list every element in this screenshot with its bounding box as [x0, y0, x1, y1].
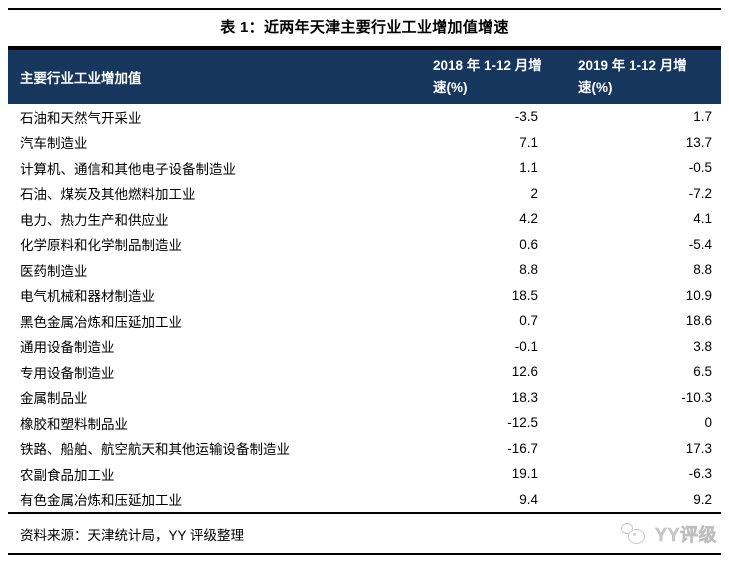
industry-cell: 汽车制造业 — [20, 136, 88, 152]
table-row: 黑色金属冶炼和压延加工业 0.7 18.6 — [8, 308, 721, 334]
growth-2019-cell: 1.7 — [693, 109, 712, 125]
growth-2018-cell: 8.8 — [519, 262, 538, 278]
industry-cell: 黑色金属冶炼和压延加工业 — [20, 314, 182, 330]
table-row: 橡胶和塑料制品业 -12.5 0 — [8, 410, 721, 436]
growth-2018-cell: -16.7 — [507, 440, 538, 456]
growth-2018-cell: -0.1 — [514, 338, 538, 354]
growth-2018-cell: 18.3 — [511, 389, 538, 405]
growth-2018-cell: 19.1 — [511, 466, 538, 482]
table-row: 医药制造业 8.8 8.8 — [8, 257, 721, 283]
source-note: 资料来源：天津统计局，YY 评级整理 — [20, 527, 245, 543]
growth-2019-cell: 17.3 — [685, 440, 712, 456]
column-header-2018-label: 2018 年 1-12 月增速(%) — [433, 58, 542, 95]
growth-2019-cell: 9.2 — [693, 491, 712, 507]
growth-2019-cell: -10.3 — [681, 389, 712, 405]
industry-cell: 铁路、船舶、航空航天和其他运输设备制造业 — [20, 442, 290, 458]
industry-cell: 农副食品加工业 — [20, 467, 115, 483]
table-row: 铁路、船舶、航空航天和其他运输设备制造业 -16.7 17.3 — [8, 436, 721, 462]
growth-2019-cell: -5.4 — [688, 236, 712, 252]
table-header-row: 主要行业工业增加值 2018 年 1-12 月增速(%) 2019 年 1-12… — [8, 46, 721, 104]
industry-growth-table: 主要行业工业增加值 2018 年 1-12 月增速(%) 2019 年 1-12… — [8, 46, 721, 514]
table-row: 电力、热力生产和供应业 4.2 4.1 — [8, 206, 721, 232]
growth-2018-cell: 12.6 — [511, 364, 538, 380]
yy-logo-text: YY评级 — [654, 524, 717, 545]
industry-cell: 橡胶和塑料制品业 — [20, 416, 128, 432]
column-header-2019-label: 2019 年 1-12 月增速(%) — [578, 58, 687, 95]
growth-2019-cell: 0 — [704, 415, 712, 431]
table-row: 专用设备制造业 12.6 6.5 — [8, 359, 721, 385]
growth-2018-cell: 4.2 — [519, 211, 538, 227]
growth-2019-cell: 3.8 — [693, 338, 712, 354]
growth-2018-cell: 0.6 — [519, 236, 538, 252]
table-row: 通用设备制造业 -0.1 3.8 — [8, 334, 721, 360]
yy-logo-icon — [620, 522, 650, 546]
table-footer: 资料来源：天津统计局，YY 评级整理 YY评级 — [8, 514, 721, 553]
column-header-industry: 主要行业工业增加值 — [20, 71, 142, 86]
table-row: 电气机械和器材制造业 18.5 10.9 — [8, 283, 721, 309]
table-row: 农副食品加工业 19.1 -6.3 — [8, 461, 721, 487]
growth-2019-cell: 6.5 — [693, 364, 712, 380]
top-rule — [8, 8, 721, 10]
industry-cell: 专用设备制造业 — [20, 365, 115, 381]
growth-2019-cell: 4.1 — [693, 211, 712, 227]
column-header-2019: 2019 年 1-12 月增速(%) — [578, 50, 721, 104]
table-row: 计算机、通信和其他电子设备制造业 1.1 -0.5 — [8, 155, 721, 181]
industry-cell: 化学原料和化学制品制造业 — [20, 238, 182, 254]
table-body: 石油和天然气开采业 -3.5 1.7 汽车制造业 7.1 13.7 计算机、通信和其他电子设… — [8, 104, 721, 514]
growth-2018-cell: -3.5 — [514, 109, 538, 125]
growth-2018-cell: 1.1 — [519, 160, 538, 176]
industry-cell: 通用设备制造业 — [20, 340, 115, 356]
growth-2018-cell: 7.1 — [519, 134, 538, 150]
table-row: 石油和天然气开采业 -3.5 1.7 — [8, 104, 721, 130]
industry-cell: 电力、热力生产和供应业 — [20, 212, 169, 228]
yy-rating-logo: YY评级 — [620, 521, 721, 547]
table-title: 表 1：近两年天津主要行业工业增加值增速 — [220, 19, 509, 36]
column-header-2018: 2018 年 1-12 月增速(%) — [433, 50, 578, 104]
growth-2018-cell: -12.5 — [507, 415, 538, 431]
growth-2019-cell: -6.3 — [688, 466, 712, 482]
table-row: 化学原料和化学制品制造业 0.6 -5.4 — [8, 232, 721, 258]
growth-2018-cell: 2 — [530, 185, 538, 201]
industry-cell: 石油和天然气开采业 — [20, 110, 142, 126]
industry-cell: 有色金属冶炼和压延加工业 — [20, 493, 182, 509]
table-row: 金属制品业 18.3 -10.3 — [8, 385, 721, 411]
growth-2018-cell: 9.4 — [519, 491, 538, 507]
growth-2019-cell: 8.8 — [693, 262, 712, 278]
growth-2019-cell: 18.6 — [685, 313, 712, 329]
industry-cell: 石油、煤炭及其他燃料加工业 — [20, 187, 196, 203]
industry-cell: 医药制造业 — [20, 263, 88, 279]
growth-2019-cell: -7.2 — [688, 185, 712, 201]
growth-2019-cell: 13.7 — [685, 134, 712, 150]
industry-cell: 金属制品业 — [20, 391, 88, 407]
growth-2018-cell: 18.5 — [511, 287, 538, 303]
table-row: 石油、煤炭及其他燃料加工业 2 -7.2 — [8, 181, 721, 207]
growth-2019-cell: 10.9 — [685, 287, 712, 303]
table-row: 有色金属冶炼和压延加工业 9.4 9.2 — [8, 487, 721, 513]
growth-2019-cell: -0.5 — [688, 160, 712, 176]
table-row: 汽车制造业 7.1 13.7 — [8, 130, 721, 156]
growth-2018-cell: 0.7 — [519, 313, 538, 329]
industry-cell: 电气机械和器材制造业 — [20, 289, 155, 305]
bottom-rule — [8, 553, 721, 555]
industry-cell: 计算机、通信和其他电子设备制造业 — [20, 161, 236, 177]
